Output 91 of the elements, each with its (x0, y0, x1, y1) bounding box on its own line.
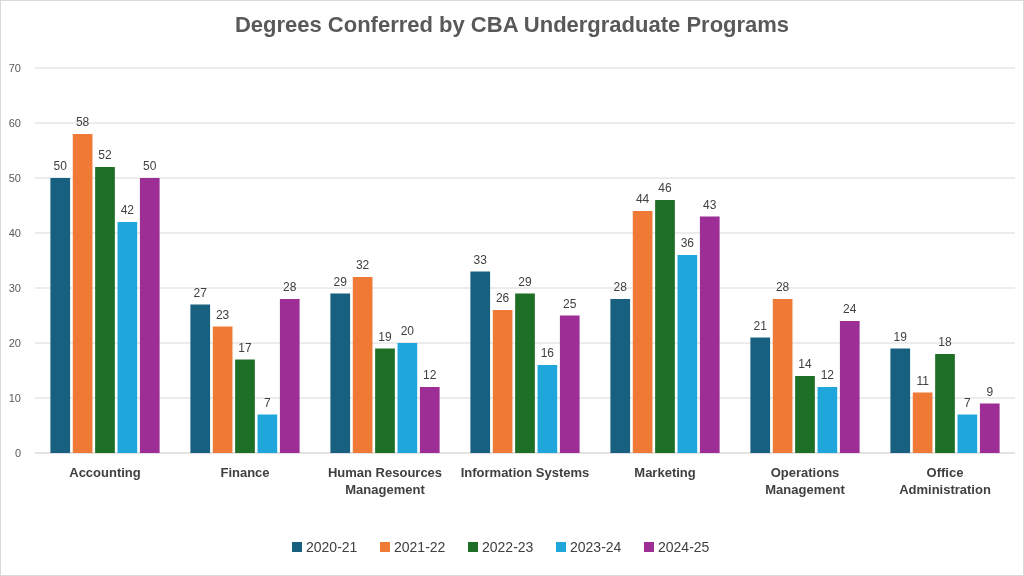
bar (117, 222, 138, 453)
data-label: 24 (843, 302, 857, 316)
bar (190, 304, 211, 453)
bar (235, 359, 255, 453)
data-label: 18 (938, 335, 952, 349)
y-tick-label: 60 (8, 117, 21, 129)
x-tick-label: Marketing (634, 465, 696, 480)
data-label: 27 (193, 285, 208, 300)
bar (515, 293, 535, 453)
y-tick-label: 50 (8, 172, 21, 184)
data-label: 7 (964, 395, 972, 410)
legend-label: 2023-24 (570, 539, 622, 555)
bar (912, 392, 933, 453)
y-tick-label: 40 (8, 227, 21, 239)
y-tick-label: 30 (8, 282, 21, 294)
data-label: 12 (820, 368, 835, 382)
data-label: 33 (473, 252, 488, 267)
bar (95, 167, 115, 453)
y-tick-label: 20 (8, 337, 21, 349)
bar (677, 255, 698, 453)
bar (279, 299, 300, 453)
legend-label: 2022-23 (482, 539, 534, 555)
data-label: 29 (333, 274, 348, 289)
bar (257, 414, 278, 453)
bar (817, 387, 838, 453)
data-label: 29 (518, 274, 532, 289)
bar (750, 337, 771, 453)
data-label: 36 (680, 236, 695, 250)
x-tick-label: Human Resources Management (327, 465, 443, 497)
x-tick-label: Information Systems (460, 465, 590, 480)
bar (492, 310, 513, 453)
y-tick-label: 70 (8, 62, 21, 74)
data-label: 19 (378, 329, 392, 344)
data-label: 14 (798, 357, 812, 371)
data-label: 44 (635, 192, 650, 206)
data-label: 26 (495, 291, 510, 305)
x-tick-label: Accounting (69, 465, 141, 480)
data-label: 21 (753, 318, 768, 333)
bar (890, 348, 911, 453)
bar (772, 299, 793, 453)
bar (632, 211, 653, 453)
bar (470, 271, 491, 453)
chart-title: Degrees Conferred by CBA Undergraduate Programs (234, 12, 790, 37)
data-label: 11 (916, 373, 930, 388)
data-label: 46 (658, 181, 672, 195)
bar (699, 216, 720, 453)
data-label: 20 (400, 324, 415, 338)
data-label: 19 (893, 329, 908, 344)
data-label: 50 (143, 159, 157, 173)
data-label: 28 (775, 280, 790, 294)
data-label: 28 (613, 280, 628, 294)
x-tick-label: Office Administration (899, 465, 991, 497)
bar (419, 387, 440, 453)
legend-label: 2024-25 (658, 539, 710, 555)
bar (375, 348, 395, 453)
x-tick-label: Finance (220, 465, 270, 480)
bar (72, 134, 93, 453)
bar (610, 299, 631, 453)
legend-label: 2021-22 (394, 539, 446, 555)
bar (935, 354, 955, 453)
data-label: 12 (423, 368, 437, 382)
data-label: 9 (986, 384, 994, 399)
x-tick-label: Operations Management (765, 465, 846, 497)
bar (50, 178, 71, 453)
bar (212, 326, 233, 453)
data-label: 43 (703, 197, 717, 212)
bar (655, 200, 675, 453)
bar (139, 178, 160, 453)
y-tick-label: 10 (8, 392, 21, 404)
data-label: 16 (540, 346, 555, 360)
data-label: 52 (98, 148, 112, 162)
y-tick-label: 0 (14, 447, 21, 459)
bar (559, 315, 580, 453)
legend-label: 2020-21 (306, 539, 358, 555)
bar (397, 343, 418, 453)
data-label: 28 (283, 280, 297, 294)
bar (795, 376, 815, 453)
data-label: 42 (120, 203, 135, 217)
data-label: 50 (53, 159, 68, 173)
bar (979, 403, 1000, 453)
data-label: 7 (264, 395, 272, 410)
bar (957, 414, 978, 453)
bar (352, 277, 373, 453)
data-label: 58 (75, 115, 90, 129)
bar (839, 321, 860, 453)
data-label: 17 (238, 340, 252, 355)
data-label: 23 (215, 307, 230, 322)
bar (330, 293, 351, 453)
bar (537, 365, 558, 453)
data-label: 25 (563, 296, 577, 311)
data-label: 32 (355, 258, 370, 272)
